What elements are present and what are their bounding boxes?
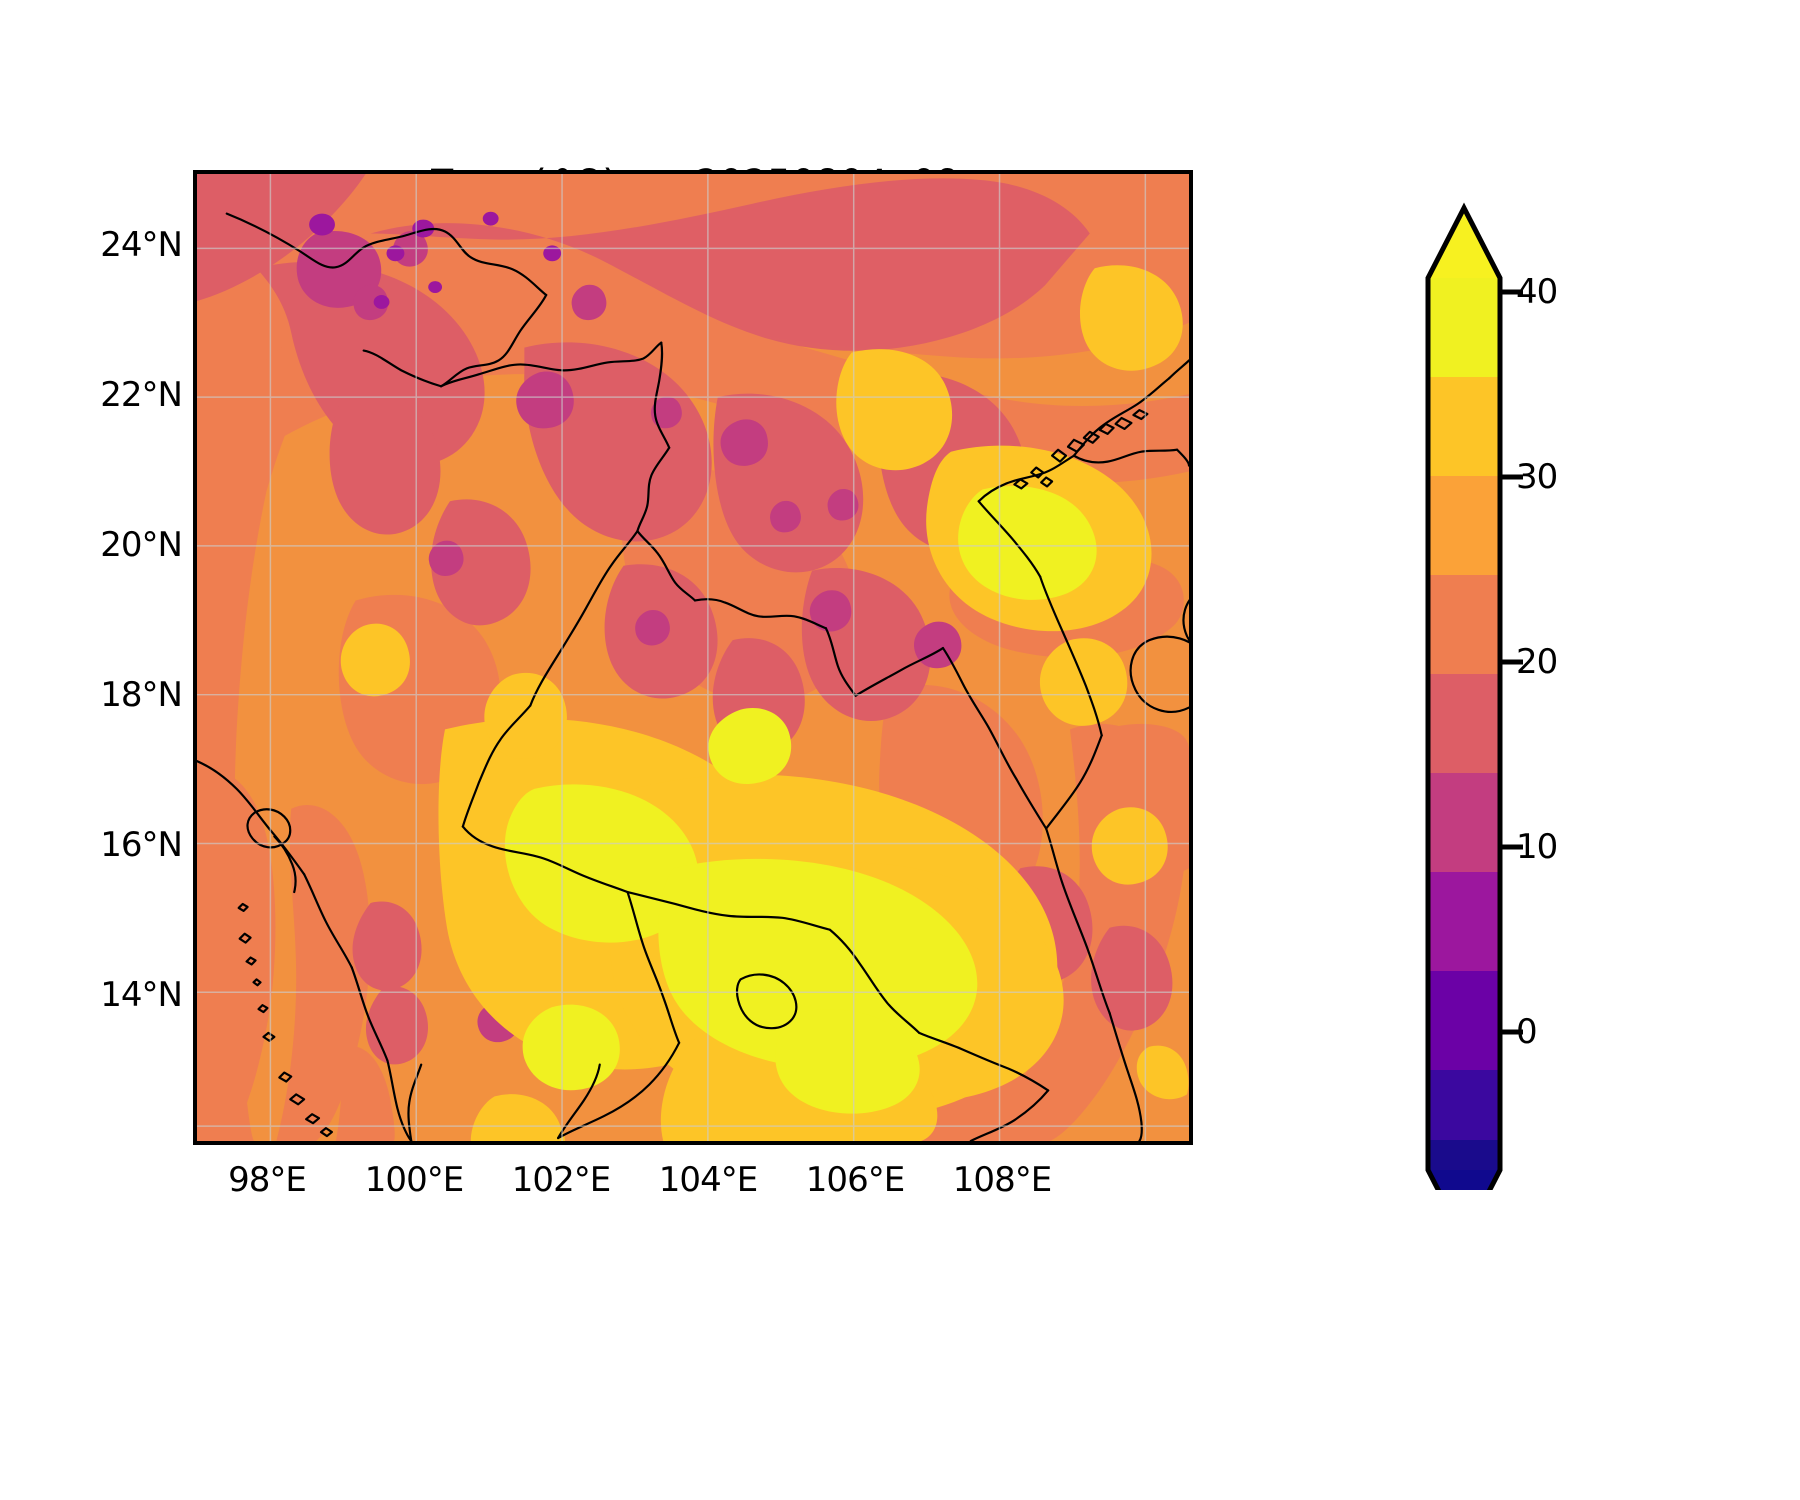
cb-band-25-30 — [1428, 575, 1500, 674]
xtick-label-102e: 102°E — [511, 1160, 611, 1200]
cb-band-40-45 — [1428, 278, 1500, 377]
ytick-label-24n: 24°N — [100, 225, 183, 265]
colorbar-tick-label-0: 0 — [1516, 1012, 1538, 1052]
xtick-label-108e: 108°E — [952, 1160, 1052, 1200]
colorbar-extend-below — [1428, 1170, 1500, 1190]
colorbar-tick-label-10: 10 — [1516, 827, 1558, 867]
coastline-and-borders — [197, 212, 1189, 1141]
xtick-label-98e: 98°E — [228, 1160, 307, 1200]
xtick-label-104e: 104°E — [658, 1160, 758, 1200]
ytick-label-18n: 18°N — [100, 675, 183, 715]
xtick-label-106e: 106°E — [805, 1160, 905, 1200]
cb-band-minus5-0 — [1428, 1140, 1500, 1170]
ytick-label-14n: 14°N — [100, 975, 183, 1015]
map-axes — [193, 170, 1193, 1145]
contour-band-10-15 — [309, 211, 562, 309]
cb-band-35-40 — [1428, 377, 1500, 476]
colorbar-extend-above — [1428, 208, 1500, 278]
cb-band-10-15 — [1428, 872, 1500, 971]
colorbar-outline — [1425, 202, 1503, 1190]
temperature-contour-map — [197, 174, 1189, 1141]
ytick-label-22n: 22°N — [100, 375, 183, 415]
colorbar-tick-label-40: 40 — [1516, 272, 1558, 312]
colorbar-tick-label-30: 30 — [1516, 457, 1558, 497]
colorbar: 40 30 20 10 0 — [1420, 155, 1600, 1190]
colorbar-svg — [1425, 202, 1523, 1190]
cb-band-15-20 — [1428, 773, 1500, 872]
ytick-label-20n: 20°N — [100, 525, 183, 565]
xtick-label-100e: 100°E — [364, 1160, 464, 1200]
map-gridlines — [197, 174, 1189, 1141]
ytick-label-16n: 16°N — [100, 825, 183, 865]
colorbar-bands — [1428, 278, 1500, 1170]
colorbar-ticks — [1500, 289, 1523, 1035]
cb-band-30-35 — [1428, 476, 1500, 575]
cb-band-5-10 — [1428, 971, 1500, 1070]
colorbar-tick-label-20: 20 — [1516, 642, 1558, 682]
contour-band-40-45 — [504, 485, 1097, 1114]
cb-band-20-25 — [1428, 674, 1500, 773]
